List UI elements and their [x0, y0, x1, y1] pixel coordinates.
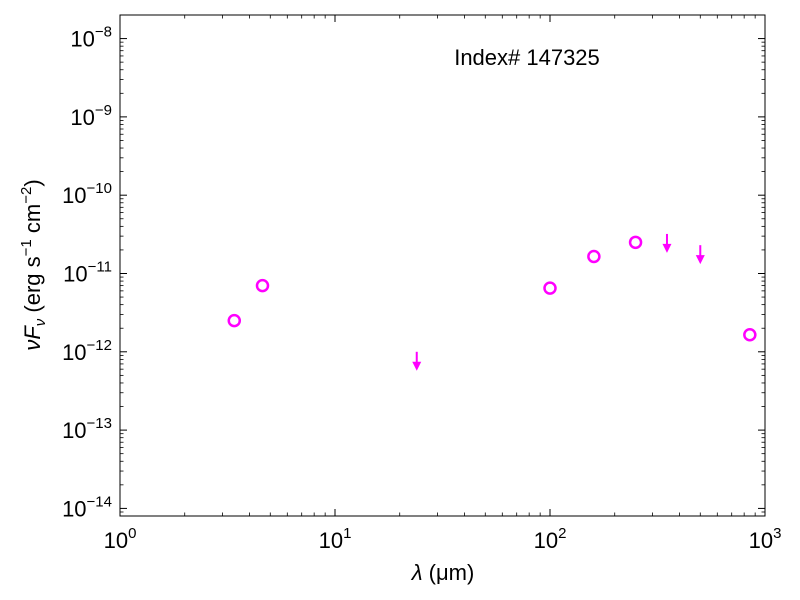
y-tick-label: 10−10: [62, 180, 112, 208]
y-axis-unit-1: (erg s: [20, 256, 45, 318]
data-point: [587, 249, 601, 264]
y-axis-exp-1: −1: [18, 239, 35, 256]
data-points: [227, 233, 757, 371]
x-axis-unit: (μm): [429, 560, 475, 585]
tick-labels: 100 101 102 103 10−14 10−13 10−12 10−11 10−10 10−…: [62, 24, 781, 553]
upper-limit: [412, 351, 422, 371]
y-axis-unit-2: cm: [20, 204, 45, 239]
data-point: [628, 235, 643, 250]
x-tick-label: 102: [534, 525, 567, 553]
axis-ticks: [119, 15, 766, 516]
x-axis-label: λ (μm): [411, 560, 475, 585]
y-axis-label: νFν (erg s−1 cm−2): [18, 179, 49, 350]
upper-limit-head: [695, 255, 705, 265]
y-tick-label: 10−9: [70, 102, 112, 130]
y-axis-close: ): [20, 179, 45, 186]
data-point: [743, 328, 757, 342]
y-tick-label: 10−12: [62, 337, 112, 365]
upper-limit-head: [412, 361, 422, 371]
x-tick-label: 103: [749, 525, 782, 553]
data-point: [543, 281, 557, 295]
x-tick-label: 100: [104, 525, 137, 553]
data-point: [227, 313, 242, 328]
plot-frame: [119, 14, 766, 517]
x-tick-label: 101: [319, 525, 352, 553]
y-axis-symbol: ν: [20, 340, 45, 351]
x-axis-symbol: λ: [411, 560, 423, 585]
y-tick-label: 10−13: [62, 415, 112, 443]
upper-limit: [695, 245, 705, 265]
upper-limit: [662, 233, 672, 253]
y-axis-subscript: ν: [32, 318, 49, 326]
y-axis-exp-2: −2: [18, 187, 35, 204]
y-tick-label: 10−11: [63, 258, 112, 286]
y-tick-label: 10−8: [70, 24, 112, 52]
upper-limit-head: [662, 243, 672, 253]
data-point: [255, 278, 270, 293]
y-tick-label: 10−14: [62, 493, 112, 521]
index-annotation: Index# 147325: [454, 45, 600, 70]
